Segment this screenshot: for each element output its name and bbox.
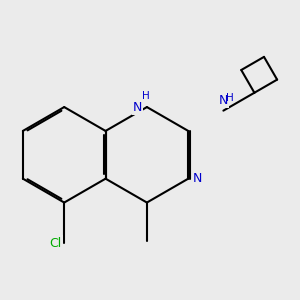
Text: N: N <box>193 172 202 185</box>
Text: N: N <box>219 94 228 107</box>
Text: H: H <box>142 91 150 101</box>
Text: H: H <box>226 93 234 103</box>
Text: Cl: Cl <box>50 237 62 250</box>
Text: N: N <box>133 100 142 114</box>
